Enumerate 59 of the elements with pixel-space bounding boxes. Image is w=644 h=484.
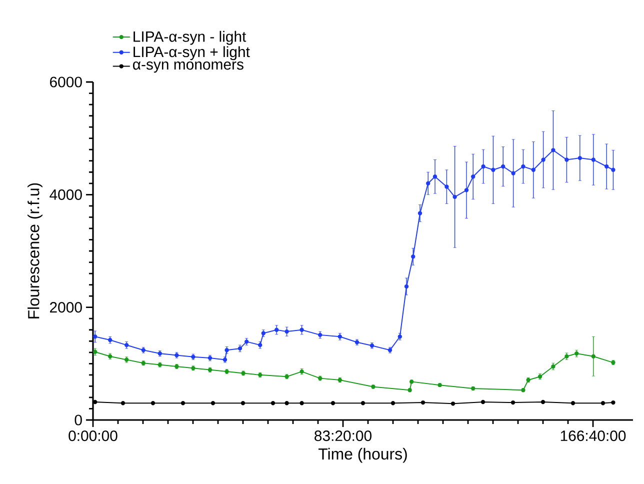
x-axis-title: Time (hours) bbox=[318, 448, 407, 463]
point bbox=[426, 181, 430, 186]
point bbox=[210, 401, 216, 406]
point bbox=[600, 401, 606, 406]
point bbox=[591, 158, 596, 162]
y-axis-title: Flourescence (r.f.u) bbox=[28, 183, 42, 318]
point bbox=[591, 354, 596, 358]
point bbox=[120, 401, 126, 406]
legend-label: LIPA-α-syn - light bbox=[134, 30, 246, 45]
x-tick-label: 166:40:00 bbox=[560, 430, 626, 442]
point bbox=[444, 184, 449, 189]
point bbox=[420, 400, 426, 405]
point bbox=[611, 168, 616, 172]
point bbox=[390, 401, 396, 406]
point bbox=[150, 401, 156, 406]
y-tick-label: 4000 bbox=[50, 189, 82, 200]
point bbox=[564, 158, 569, 162]
point bbox=[531, 168, 536, 172]
point bbox=[411, 254, 416, 259]
point bbox=[541, 158, 546, 162]
point bbox=[578, 156, 582, 160]
point bbox=[501, 164, 506, 169]
point bbox=[432, 174, 438, 179]
point bbox=[471, 174, 476, 179]
legend-label: LIPA-α-syn + light bbox=[134, 46, 250, 60]
point bbox=[240, 401, 246, 406]
y-tick-label: 0 bbox=[74, 414, 82, 426]
point bbox=[330, 401, 336, 406]
x-tick-label: 0:00:00 bbox=[68, 430, 118, 442]
point bbox=[491, 168, 496, 172]
point bbox=[360, 401, 366, 406]
point bbox=[93, 400, 98, 404]
point bbox=[300, 328, 304, 332]
point bbox=[464, 188, 469, 192]
point bbox=[611, 400, 616, 405]
point bbox=[274, 328, 279, 332]
y-tick-label: 2000 bbox=[50, 302, 82, 313]
point bbox=[540, 400, 546, 404]
point bbox=[450, 402, 456, 406]
legend-label: α-syn monomers bbox=[133, 62, 244, 73]
point bbox=[510, 400, 516, 405]
point bbox=[604, 164, 609, 169]
point bbox=[180, 401, 186, 406]
y-tick-label: 6000 bbox=[50, 76, 82, 88]
point bbox=[270, 401, 276, 406]
point bbox=[284, 401, 289, 406]
point bbox=[511, 171, 516, 176]
point bbox=[570, 401, 576, 406]
point bbox=[300, 401, 304, 406]
point bbox=[481, 164, 486, 169]
point bbox=[521, 164, 526, 169]
point bbox=[93, 334, 98, 339]
x-tick-label: 83:20:00 bbox=[314, 430, 372, 442]
point bbox=[404, 284, 409, 289]
point bbox=[551, 148, 556, 152]
point bbox=[452, 194, 457, 200]
point bbox=[284, 329, 289, 334]
point bbox=[418, 211, 422, 216]
point bbox=[480, 400, 486, 404]
